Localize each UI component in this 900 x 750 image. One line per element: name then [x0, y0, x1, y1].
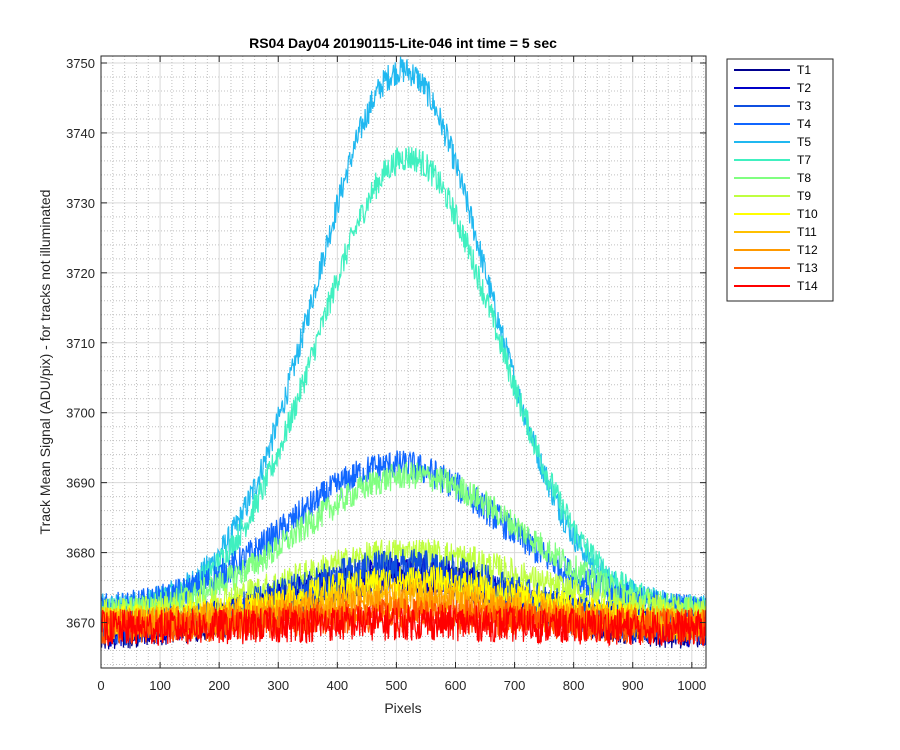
x-axis-label: Pixels — [384, 700, 421, 716]
legend-label-t4: T4 — [797, 117, 811, 131]
series-line-t14 — [101, 604, 706, 647]
x-tick-label: 400 — [326, 678, 348, 693]
x-tick-label: 500 — [386, 678, 408, 693]
legend-label-t11: T11 — [797, 225, 817, 239]
x-tick-label: 800 — [563, 678, 585, 693]
y-axis: 3670 3680 3690 3700 3710 3720 3730 3740 3750 — [66, 56, 706, 631]
y-tick-label: 3670 — [66, 616, 95, 631]
x-tick-label: 200 — [208, 678, 230, 693]
legend-label-t5: T5 — [797, 135, 811, 149]
y-tick-label: 3740 — [66, 126, 95, 141]
x-tick-label: 100 — [149, 678, 171, 693]
x-tick-label: 900 — [622, 678, 644, 693]
legend-box — [726, 58, 834, 302]
y-tick-label: 3700 — [66, 406, 95, 421]
y-axis-label: Track Mean Signal (ADU/pix) - for tracks… — [37, 190, 53, 535]
y-tick-label: 3750 — [66, 56, 95, 71]
chart-title: RS04 Day04 20190115-Lite-046 int time = … — [249, 35, 557, 51]
series-line-t8 — [101, 461, 706, 625]
y-tick-label: 3720 — [66, 266, 95, 281]
x-tick-label: 600 — [445, 678, 467, 693]
x-axis: 0 100 200 300 400 500 600 700 800 900 1000 — [97, 56, 706, 693]
legend-label-t14: T14 — [797, 279, 818, 293]
legend-label-t13: T13 — [797, 261, 818, 275]
y-tick-label: 3690 — [66, 476, 95, 491]
x-tick-label: 700 — [504, 678, 526, 693]
plot-frame — [100, 55, 707, 669]
legend-label-t1: T1 — [797, 63, 811, 77]
legend-label-t3: T3 — [797, 99, 811, 113]
legend-label-t10: T10 — [797, 207, 818, 221]
legend-label-t7: T7 — [797, 153, 811, 167]
legend-label-t2: T2 — [797, 81, 811, 95]
x-tick-label: 0 — [97, 678, 104, 693]
grid-lines — [100, 56, 706, 668]
x-tick-label: 1000 — [677, 678, 706, 693]
x-tick-label: 300 — [267, 678, 289, 693]
legend-label-t12: T12 — [797, 243, 818, 257]
legend-label-t9: T9 — [797, 189, 811, 203]
y-tick-label: 3730 — [66, 196, 95, 211]
y-tick-label: 3680 — [66, 546, 95, 561]
legend: T1 T2 T3 T4 T5 T7 T8 T9 T10 T11 T12 T13 T14 — [726, 58, 834, 302]
legend-label-t8: T8 — [797, 171, 811, 185]
series-layer — [101, 56, 706, 650]
y-tick-label: 3710 — [66, 336, 95, 351]
